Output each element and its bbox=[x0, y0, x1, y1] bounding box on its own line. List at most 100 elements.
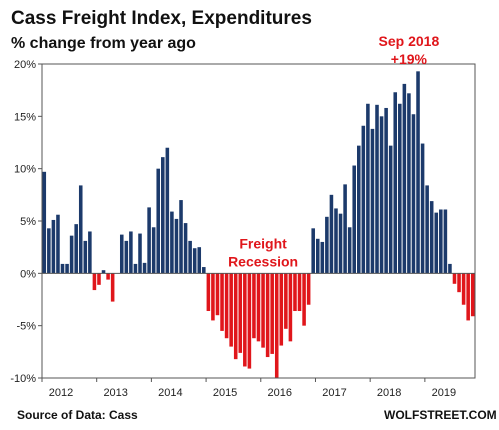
bar-18 bbox=[124, 240, 129, 274]
x-tick-label-3: 2015 bbox=[213, 387, 237, 399]
bar-7 bbox=[74, 224, 78, 274]
bar-31 bbox=[183, 223, 188, 274]
bar-5 bbox=[65, 263, 69, 274]
bar-12 bbox=[97, 273, 101, 285]
bar-48 bbox=[261, 273, 265, 348]
bar-45 bbox=[247, 273, 252, 369]
bar-74 bbox=[379, 116, 384, 274]
x-tick-label-1: 2013 bbox=[103, 387, 127, 399]
y-tick-label-4: 10% bbox=[14, 164, 36, 176]
x-tick-label-2: 2014 bbox=[158, 387, 182, 399]
bar-75 bbox=[384, 107, 388, 274]
bar-17 bbox=[119, 234, 124, 274]
bar-20 bbox=[133, 263, 138, 274]
bar-64 bbox=[334, 208, 338, 274]
bar-36 bbox=[206, 273, 211, 312]
bar-21 bbox=[138, 233, 142, 274]
bar-49 bbox=[265, 273, 270, 358]
bar-1 bbox=[47, 228, 51, 274]
bar-89 bbox=[448, 263, 452, 274]
x-tick-label-4: 2016 bbox=[268, 387, 292, 399]
bar-88 bbox=[443, 209, 448, 274]
bar-68 bbox=[352, 165, 356, 274]
bar-54 bbox=[288, 273, 293, 342]
x-tick-label-7: 2019 bbox=[432, 387, 456, 399]
y-tick-label-0: -10% bbox=[10, 373, 36, 385]
bar-29 bbox=[174, 218, 179, 274]
bar-82 bbox=[416, 71, 420, 274]
bar-32 bbox=[188, 240, 192, 274]
bar-73 bbox=[375, 104, 379, 274]
bar-53 bbox=[284, 273, 288, 329]
axes-group: -10% -5% 0% 5% 10% 15% 20% 2012 2013 2014 2015 2016… bbox=[10, 59, 476, 399]
bar-39 bbox=[220, 273, 224, 331]
bar-23 bbox=[147, 207, 151, 274]
bar-91 bbox=[457, 273, 461, 293]
x-tick-label-5: 2017 bbox=[322, 387, 346, 399]
bar-94 bbox=[470, 273, 475, 317]
bar-0 bbox=[42, 171, 47, 274]
bar-72 bbox=[370, 128, 375, 274]
y-tick-label-5: 15% bbox=[14, 111, 36, 123]
brand-label: WOLFSTREET.COM bbox=[384, 408, 497, 422]
bar-67 bbox=[347, 227, 352, 274]
bar-86 bbox=[434, 212, 439, 274]
bar-44 bbox=[243, 273, 247, 367]
annotation-0-line-1: +19% bbox=[391, 51, 428, 67]
bar-61 bbox=[320, 241, 325, 274]
bar-51 bbox=[274, 273, 279, 378]
y-tick-label-2: 0% bbox=[20, 268, 36, 280]
bar-71 bbox=[366, 103, 370, 274]
annotation-1-line-1: Recession bbox=[228, 253, 298, 269]
bar-34 bbox=[197, 247, 202, 274]
x-tick-label-0: 2012 bbox=[49, 387, 73, 399]
bar-22 bbox=[142, 262, 147, 274]
y-tick-label-3: 5% bbox=[20, 216, 36, 228]
x-tick-label-6: 2018 bbox=[377, 387, 401, 399]
bar-25 bbox=[156, 168, 161, 274]
bar-55 bbox=[293, 273, 297, 312]
bar-13 bbox=[101, 270, 106, 274]
bar-63 bbox=[329, 194, 334, 274]
bar-19 bbox=[129, 231, 133, 274]
bar-30 bbox=[179, 200, 183, 274]
bar-42 bbox=[233, 273, 238, 360]
bar-70 bbox=[361, 125, 366, 274]
bar-69 bbox=[357, 145, 361, 274]
bar-6 bbox=[69, 235, 74, 274]
bars-group bbox=[42, 71, 475, 378]
bar-81 bbox=[411, 114, 416, 274]
bar-79 bbox=[402, 83, 407, 274]
bar-92 bbox=[461, 273, 466, 305]
y-tick-label-6: 20% bbox=[14, 59, 36, 71]
bar-50 bbox=[270, 273, 274, 354]
bar-38 bbox=[215, 273, 220, 316]
bar-28 bbox=[170, 211, 174, 274]
bar-76 bbox=[388, 145, 393, 274]
bar-27 bbox=[165, 147, 170, 274]
bar-58 bbox=[306, 273, 311, 305]
bar-14 bbox=[106, 273, 110, 280]
bar-33 bbox=[192, 248, 197, 274]
bar-78 bbox=[398, 103, 402, 274]
bar-2 bbox=[51, 219, 56, 274]
bar-24 bbox=[151, 227, 156, 274]
bar-41 bbox=[229, 273, 233, 347]
bar-43 bbox=[238, 273, 243, 353]
annotation-1-line-0: Freight bbox=[239, 235, 287, 251]
annotation-0-line-0: Sep 2018 bbox=[379, 33, 440, 49]
bar-4 bbox=[60, 263, 65, 274]
bar-15 bbox=[110, 273, 115, 302]
bar-3 bbox=[56, 214, 60, 274]
bar-93 bbox=[466, 273, 470, 321]
bar-26 bbox=[161, 157, 165, 274]
bar-8 bbox=[78, 185, 83, 274]
bar-35 bbox=[202, 267, 206, 274]
bar-52 bbox=[279, 273, 284, 346]
bar-10 bbox=[88, 231, 92, 274]
bar-9 bbox=[83, 240, 88, 274]
bar-11 bbox=[92, 273, 97, 291]
bar-65 bbox=[338, 213, 343, 274]
annotations-group: Sep 2018 +19% Freight Recession bbox=[228, 33, 439, 269]
